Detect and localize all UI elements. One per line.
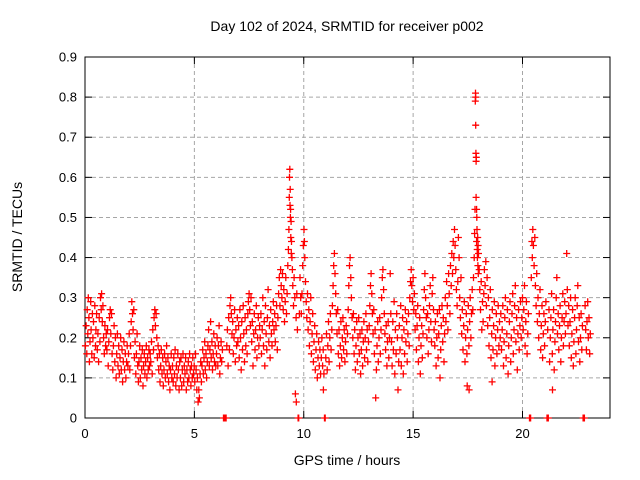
x-tick-label: 10 [297, 426, 311, 441]
y-axis-label: SRMTID / TECUs [9, 182, 25, 292]
tick-marks [84, 56, 610, 419]
x-tick-label: 15 [406, 426, 420, 441]
y-tick-label: 0.1 [59, 370, 77, 385]
y-tick-label: 0.4 [59, 250, 77, 265]
x-tick-label: 20 [515, 426, 529, 441]
y-tick-label: 0 [70, 411, 77, 426]
plot-border [84, 56, 611, 419]
x-tick-label: 5 [191, 426, 198, 441]
x-axis-label: GPS time / hours [294, 452, 401, 468]
chart-title: Day 102 of 2024, SRMTID for receiver p00… [210, 18, 483, 34]
y-tick-label: 0.7 [59, 130, 77, 145]
y-tick-label: 0.8 [59, 90, 77, 105]
grid-layer [85, 57, 610, 418]
data-points [81, 89, 594, 422]
series-SRMTID [81, 89, 594, 422]
y-tick-label: 0.9 [59, 50, 77, 65]
x-tick-label: 0 [81, 426, 88, 441]
y-tick-label: 0.3 [59, 290, 77, 305]
tick-labels: 0 5 10 15 20 0 0.1 0.2 0.3 0.4 0.5 0.6 0.7 0.8 0.9 [59, 50, 530, 442]
y-tick-label: 0.6 [59, 170, 77, 185]
plot-frame [84, 56, 611, 419]
y-tick-label: 0.2 [59, 330, 77, 345]
y-tick-label: 0.5 [59, 210, 77, 225]
